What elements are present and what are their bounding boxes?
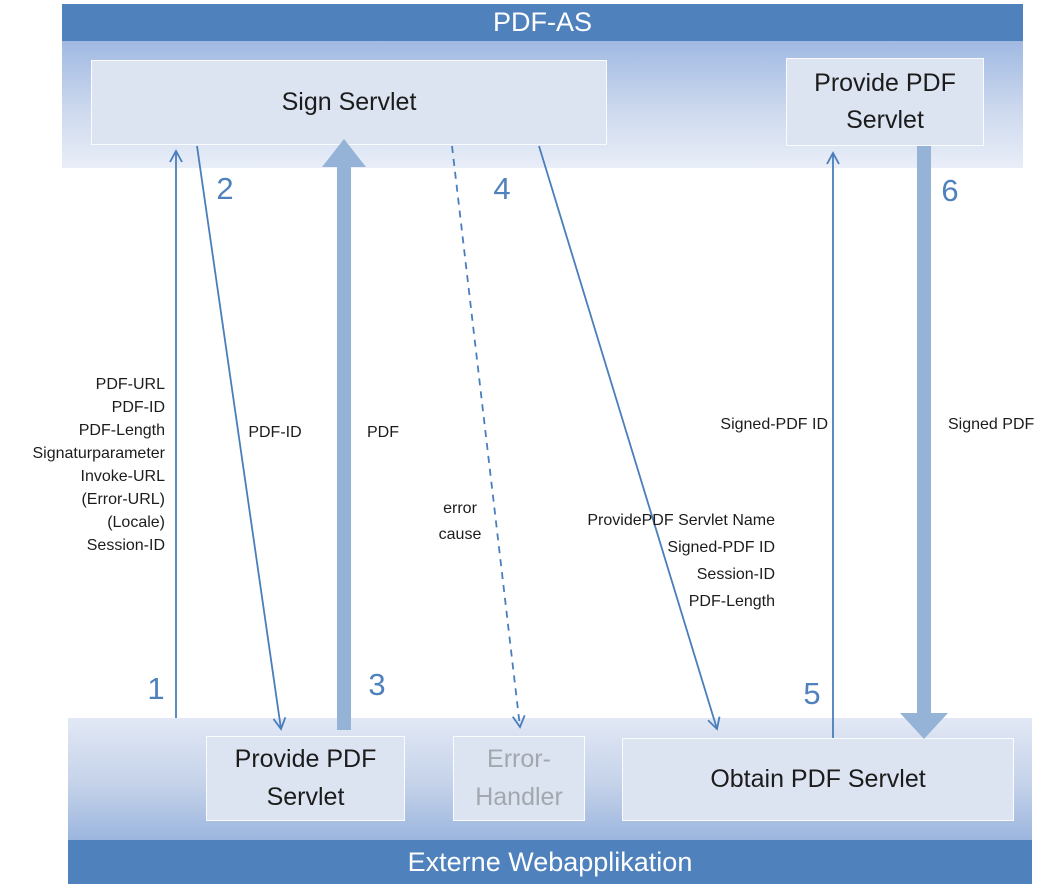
pdf-as-header-bar: PDF-AS xyxy=(62,4,1023,41)
label-line: Session-ID xyxy=(86,537,165,554)
step-number-2: 2 xyxy=(216,171,234,206)
step-number-6: 6 xyxy=(941,173,959,208)
error-handler-label: Error-Handler xyxy=(475,745,563,811)
step-number-3: 3 xyxy=(368,667,386,702)
step5-request-params: ProvidePDF Servlet Name Signed-PDF ID Sess… xyxy=(553,507,775,615)
label-line: Signed-PDF ID xyxy=(667,539,775,556)
step5-response-label: Signed-PDF ID xyxy=(720,416,828,433)
step6-label: Signed PDF xyxy=(948,416,1035,433)
step2-label: PDF-ID xyxy=(248,424,302,441)
label-line: Invoke-URL xyxy=(80,468,165,485)
label-line: PDF-Length xyxy=(78,422,165,439)
error-handler-box: Error-Handler xyxy=(453,736,585,821)
label-line: cause xyxy=(438,526,482,543)
obtain-pdf-servlet-label: Obtain PDF Servlet xyxy=(710,765,926,793)
step4-error-label: error cause xyxy=(429,496,491,548)
label-line: Session-ID xyxy=(696,566,775,583)
webapp-title: Externe Webapplikation xyxy=(407,846,693,877)
step1-request-params: PDF-URL PDF-ID PDF-Length Signaturparameter… xyxy=(19,373,165,557)
arrow-4-error-dashed-down-icon xyxy=(451,145,526,729)
label-line: PDF-ID xyxy=(111,399,165,416)
provide-pdf-servlet-box-pdfas: Provide PDF Servlet xyxy=(786,58,984,146)
provide-pdf-servlet-label-webapp: Provide PDF Servlet xyxy=(234,745,377,811)
sign-servlet-label: Sign Servlet xyxy=(281,88,417,116)
label-line: (Locale) xyxy=(107,514,165,531)
label-line: (Error-URL) xyxy=(81,491,165,508)
step-number-1: 1 xyxy=(147,671,165,706)
webapp-header-bar: Externe Webapplikation xyxy=(68,840,1032,884)
step-number-4: 4 xyxy=(493,171,511,206)
provide-pdf-servlet-label-pdfas: Provide PDF Servlet xyxy=(814,68,956,135)
label-line: PDF-Length xyxy=(688,593,775,610)
pdf-as-title: PDF-AS xyxy=(492,7,592,37)
arrow-6-signed-pdf-down-thick-icon xyxy=(900,146,948,739)
provide-pdf-servlet-box-webapp: Provide PDF Servlet xyxy=(206,736,405,821)
step3-label: PDF xyxy=(367,424,399,441)
label-line: error xyxy=(443,500,477,517)
label-line: PDF-URL xyxy=(95,376,165,393)
obtain-pdf-servlet-box: Obtain PDF Servlet xyxy=(622,738,1014,821)
step-number-5: 5 xyxy=(803,676,821,711)
label-line: ProvidePDF Servlet Name xyxy=(587,512,775,529)
arrow-5-redirect-down-icon xyxy=(538,145,721,731)
label-line: Signaturparameter xyxy=(32,445,165,462)
sign-servlet-box: Sign Servlet xyxy=(91,60,607,145)
